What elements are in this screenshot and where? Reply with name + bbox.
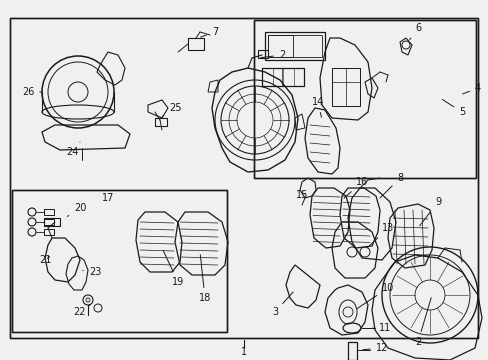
Bar	[253, 20, 475, 178]
Text: 6: 6	[409, 23, 420, 40]
Text: 2: 2	[414, 298, 430, 347]
Bar	[10, 18, 477, 338]
Text: 16: 16	[344, 177, 367, 198]
Text: 22: 22	[74, 305, 90, 317]
Bar	[44, 229, 54, 235]
Bar	[44, 219, 54, 225]
Text: 23: 23	[82, 267, 101, 277]
Bar	[258, 50, 267, 58]
Text: 26: 26	[22, 87, 42, 97]
Bar	[347, 342, 356, 360]
Bar	[187, 38, 203, 50]
Text: 14: 14	[311, 97, 324, 117]
Text: 19: 19	[163, 251, 184, 287]
Text: 8: 8	[379, 173, 402, 198]
Bar	[44, 218, 60, 226]
Text: 20: 20	[67, 203, 86, 216]
Text: 18: 18	[199, 255, 211, 303]
Text: 4: 4	[462, 83, 480, 94]
Bar	[44, 209, 54, 215]
Bar	[267, 35, 321, 57]
Text: 1: 1	[241, 347, 246, 357]
Bar	[10, 18, 477, 338]
Text: 12: 12	[362, 343, 387, 353]
Text: 2: 2	[260, 50, 285, 60]
Bar	[253, 20, 475, 178]
Bar	[12, 190, 226, 332]
Bar	[264, 32, 325, 60]
Bar	[267, 35, 292, 57]
Bar	[12, 190, 226, 332]
Text: 25: 25	[162, 103, 181, 116]
Bar	[262, 68, 282, 86]
Text: 5: 5	[442, 99, 464, 117]
Text: 3: 3	[271, 292, 292, 317]
Text: 17: 17	[102, 193, 114, 203]
Text: 7: 7	[200, 27, 218, 37]
Text: 10: 10	[357, 283, 393, 309]
Text: 21: 21	[39, 255, 51, 265]
Bar	[331, 68, 359, 106]
Text: 15: 15	[295, 190, 307, 200]
Text: 9: 9	[419, 197, 440, 226]
Bar	[155, 118, 167, 126]
Text: 11: 11	[372, 323, 390, 333]
Text: 13: 13	[366, 223, 393, 248]
Text: 24: 24	[66, 142, 80, 157]
Bar	[262, 68, 304, 86]
